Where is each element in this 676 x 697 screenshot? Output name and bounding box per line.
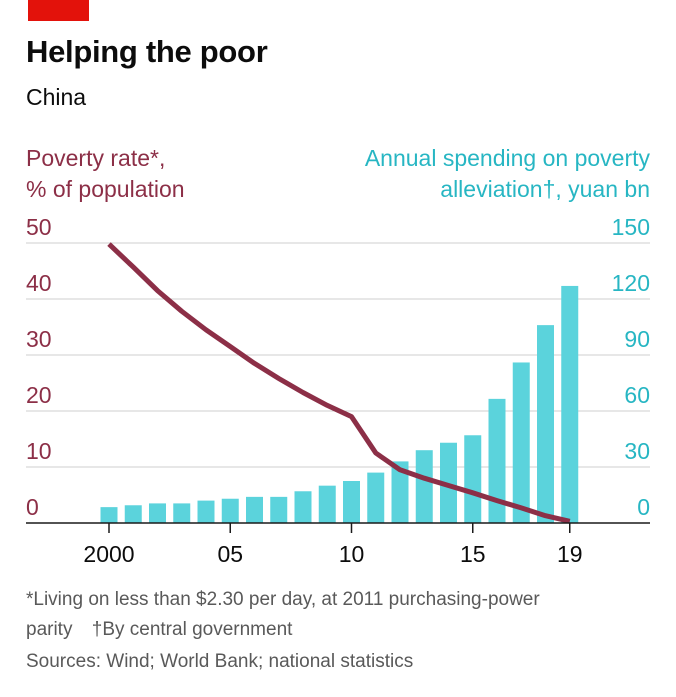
spending-bar	[488, 398, 506, 523]
x-tick-label: 2000	[83, 541, 134, 567]
x-tick-label: 15	[460, 541, 486, 567]
x-tick-label: 19	[557, 541, 583, 567]
footnote-central-government: †By central government	[91, 619, 293, 640]
spending-bar	[391, 461, 409, 523]
footnote-parity-word: parity	[26, 619, 73, 640]
spending-bar	[367, 472, 385, 523]
right-tick-label: 150	[612, 214, 650, 240]
right-tick-label: 60	[624, 382, 650, 408]
right-axis-label-line1: Annual spending on poverty	[365, 145, 651, 171]
spending-bar	[221, 498, 239, 523]
spending-bar	[415, 450, 433, 523]
spending-bar	[270, 496, 288, 523]
spending-bar	[149, 503, 166, 523]
footnote-parity: parity †By central government	[26, 619, 292, 641]
brand-tab	[28, 0, 89, 21]
footnote-definition: *Living on less than $2.30 per day, at 2…	[26, 589, 540, 610]
poverty-rate-line	[107, 242, 571, 524]
left-tick-label: 40	[26, 270, 52, 296]
chart-title: Helping the poor	[26, 34, 268, 69]
right-tick-label: 0	[637, 494, 650, 520]
spending-bar	[318, 485, 336, 523]
left-axis-label-line2: % of population	[26, 176, 185, 202]
left-tick-label: 10	[26, 438, 52, 464]
right-axis-label-line2: alleviation†, yuan bn	[440, 176, 650, 202]
spending-bar	[197, 500, 215, 523]
spending-bar	[537, 325, 554, 523]
right-tick-label: 120	[612, 270, 650, 296]
chart-area: Poverty rate*, % of population Annual sp…	[26, 145, 651, 567]
spending-bar	[124, 505, 142, 523]
left-axis-label-line1: Poverty rate*,	[26, 145, 165, 171]
x-tick-label: 05	[217, 541, 243, 567]
spending-bar	[464, 435, 482, 523]
spending-bar	[343, 481, 360, 523]
right-tick-label: 30	[624, 438, 650, 464]
left-tick-label: 0	[26, 494, 39, 520]
right-tick-label: 90	[624, 326, 650, 352]
spending-bar	[440, 442, 457, 523]
spending-bar	[512, 362, 530, 523]
chart-subtitle: China	[26, 84, 87, 110]
left-tick-label: 20	[26, 382, 52, 408]
spending-bar	[294, 491, 312, 523]
spending-bar	[561, 285, 579, 523]
spending-bar	[173, 503, 191, 523]
x-tick-label: 10	[339, 541, 365, 567]
spending-bar	[246, 496, 263, 523]
spending-bar	[100, 507, 118, 523]
left-tick-label: 50	[26, 214, 52, 240]
left-tick-label: 30	[26, 326, 52, 352]
sources-note: Sources: Wind; World Bank; national stat…	[26, 651, 414, 672]
